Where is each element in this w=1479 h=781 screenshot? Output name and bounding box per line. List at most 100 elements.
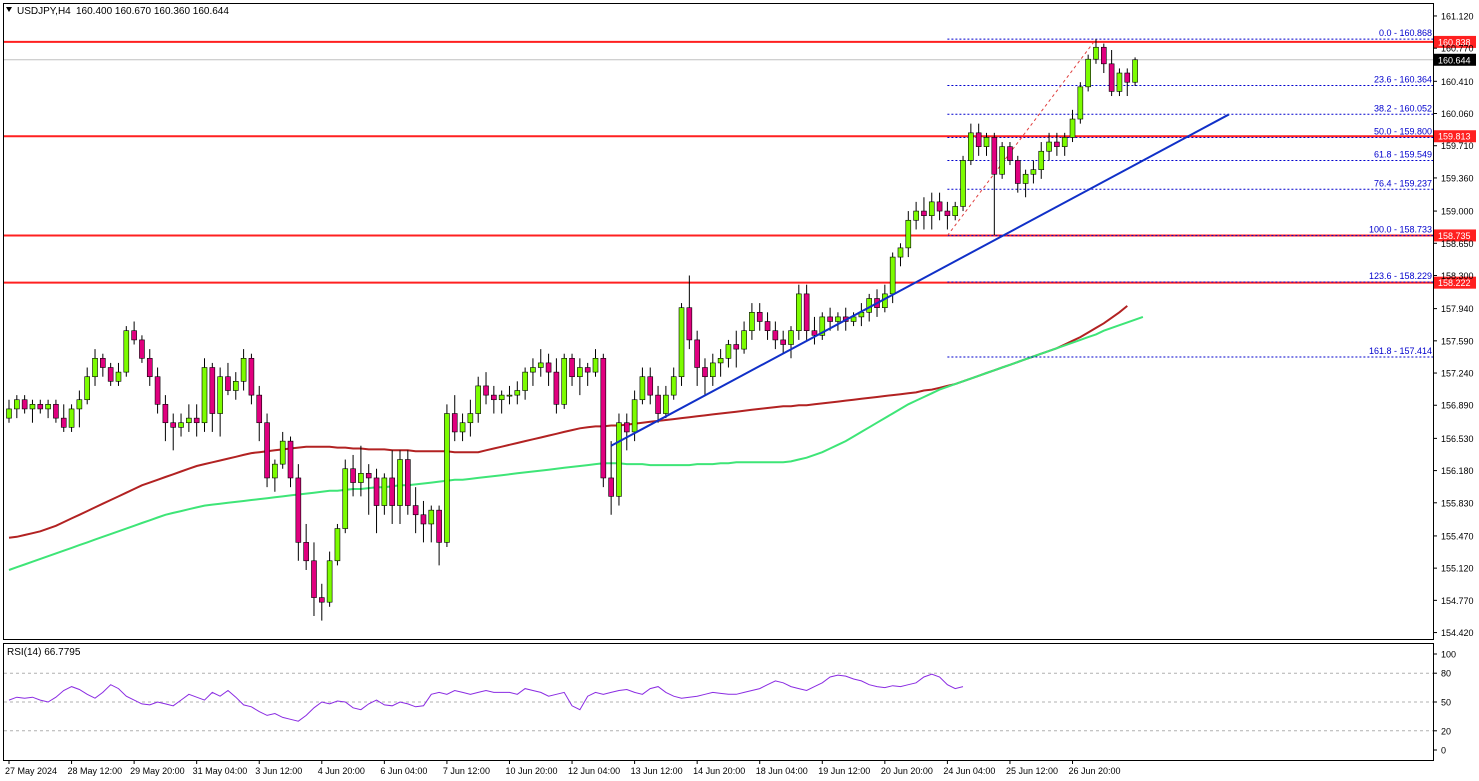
candle-body <box>584 367 591 373</box>
ascending-trendline[interactable] <box>610 113 1230 447</box>
candle-body <box>913 210 919 221</box>
candle <box>741 321 747 354</box>
candle <box>584 362 591 386</box>
candle <box>256 385 263 442</box>
candle-body <box>84 376 90 401</box>
candle-body <box>115 371 122 382</box>
candle <box>553 358 560 414</box>
candle <box>756 303 763 331</box>
candle <box>921 197 927 230</box>
candle <box>1101 43 1107 74</box>
trendline-layer[interactable] <box>610 113 1230 447</box>
candle <box>217 367 223 437</box>
chart-symbol: USDJPY,H4 <box>17 6 71 17</box>
candle <box>772 321 779 350</box>
rsi-tick-label: 50 <box>1441 698 1451 708</box>
candle-body <box>272 463 278 479</box>
price-tick-label: 155.120 <box>1441 564 1474 574</box>
candle-body <box>803 293 810 332</box>
candle <box>186 404 192 432</box>
price-tick-label: 159.000 <box>1441 207 1474 217</box>
candle-body <box>537 362 544 368</box>
candle-body <box>76 399 83 410</box>
candle-body <box>796 293 802 332</box>
candle-body <box>381 477 388 506</box>
candle <box>303 523 309 570</box>
price-tick-label: 161.120 <box>1441 11 1474 21</box>
candle-body <box>405 459 411 506</box>
candle-body <box>318 597 325 603</box>
candle <box>162 395 169 442</box>
candle-body <box>146 358 153 378</box>
time-tick-label: 13 Jun 12:00 <box>631 766 683 776</box>
fib-level-label: 123.6 - 158.229 <box>1369 271 1432 281</box>
candle <box>561 353 568 409</box>
candle-body <box>1077 86 1084 120</box>
candle <box>725 339 732 368</box>
price-tick-label: 157.940 <box>1441 304 1474 314</box>
candle-body <box>717 358 724 364</box>
fibonacci-retracement[interactable]: 0.0 - 160.868 23.6 - 160.364 38.2 - 160.05… <box>947 28 1433 358</box>
fib-level-label: 50.0 - 159.800 <box>1374 126 1432 136</box>
candle-body <box>459 422 466 433</box>
time-tick-label: 6 Jun 04:00 <box>380 766 427 776</box>
candle <box>592 349 599 377</box>
candle <box>365 464 372 515</box>
candle <box>975 123 982 156</box>
candle <box>29 399 36 423</box>
candle <box>475 376 482 423</box>
candle-body <box>373 477 380 506</box>
dropdown-triangle-icon[interactable] <box>6 7 12 12</box>
candle-body <box>1124 72 1131 83</box>
candle <box>991 132 998 235</box>
candle-body <box>530 367 536 373</box>
candle-body <box>1030 169 1037 175</box>
candle <box>53 399 59 423</box>
candle <box>983 132 990 156</box>
candle-body <box>788 330 794 345</box>
candle <box>14 395 20 419</box>
candle-body <box>764 321 771 332</box>
level-price-tag <box>1434 229 1476 242</box>
price-tick-label: 160.770 <box>1441 44 1474 54</box>
candle-body <box>968 132 974 161</box>
candle-body <box>240 358 247 382</box>
candle-body <box>14 399 20 410</box>
price-tick-label: 160.060 <box>1441 109 1474 119</box>
candle <box>733 330 740 368</box>
fib-anchor-line <box>947 38 1097 236</box>
candle <box>467 399 474 437</box>
candle-body <box>342 468 349 529</box>
candle <box>522 367 528 400</box>
candle-body <box>663 394 669 414</box>
candle-body <box>1038 150 1045 170</box>
candle-body <box>483 385 489 396</box>
price-tick-label: 156.890 <box>1441 401 1474 411</box>
candle-body <box>1132 59 1138 83</box>
candle <box>796 284 802 340</box>
candle <box>1132 57 1138 86</box>
candle <box>827 307 833 331</box>
candle <box>764 312 771 340</box>
candle <box>295 464 302 561</box>
candle-body <box>303 542 309 562</box>
current-price-label: 160.644 <box>1438 55 1471 65</box>
time-tick-label: 28 May 12:00 <box>68 766 123 776</box>
price-axis: 161.120 160.770 160.410 160.060 159.710 159.3… <box>1433 11 1474 638</box>
candle <box>811 316 818 345</box>
candle-body <box>326 560 333 603</box>
candle-body <box>936 201 943 212</box>
candle-body <box>647 376 654 396</box>
candle-body <box>1007 146 1013 161</box>
candle-body <box>655 394 661 414</box>
candle-body <box>616 422 622 497</box>
candle-body <box>365 473 372 479</box>
candle <box>928 192 935 230</box>
candle-body <box>178 422 184 428</box>
candle <box>623 413 630 451</box>
time-tick-label: 19 Jun 12:00 <box>818 766 870 776</box>
price-tick-label: 160.410 <box>1441 77 1474 87</box>
candle <box>45 399 51 419</box>
price-tick-label: 157.240 <box>1441 369 1474 379</box>
